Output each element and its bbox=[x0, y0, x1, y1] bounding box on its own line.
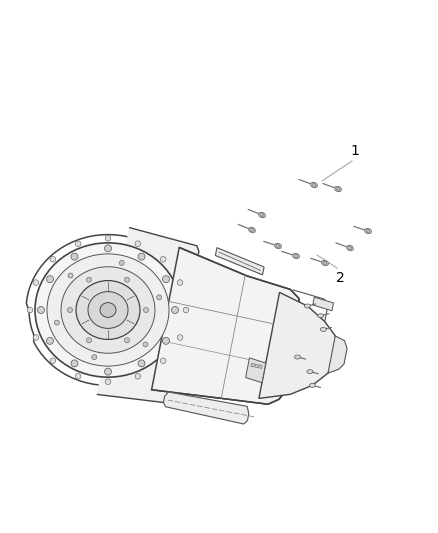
Circle shape bbox=[50, 358, 56, 364]
Polygon shape bbox=[313, 297, 333, 311]
Ellipse shape bbox=[276, 245, 280, 247]
Ellipse shape bbox=[100, 303, 116, 317]
Polygon shape bbox=[259, 365, 262, 368]
Ellipse shape bbox=[249, 228, 255, 233]
Polygon shape bbox=[251, 364, 254, 367]
Circle shape bbox=[54, 320, 59, 325]
Ellipse shape bbox=[366, 230, 370, 232]
Ellipse shape bbox=[47, 254, 169, 366]
Ellipse shape bbox=[293, 253, 300, 259]
Polygon shape bbox=[259, 293, 337, 399]
Circle shape bbox=[144, 308, 148, 312]
Circle shape bbox=[75, 241, 81, 246]
Circle shape bbox=[119, 261, 124, 265]
Ellipse shape bbox=[275, 244, 282, 248]
Circle shape bbox=[177, 335, 183, 340]
Circle shape bbox=[50, 256, 56, 262]
Circle shape bbox=[162, 276, 170, 282]
Ellipse shape bbox=[318, 314, 324, 318]
Circle shape bbox=[138, 360, 145, 367]
Circle shape bbox=[105, 236, 111, 241]
Circle shape bbox=[46, 337, 53, 344]
Ellipse shape bbox=[335, 187, 341, 192]
Text: 2: 2 bbox=[336, 271, 344, 285]
Ellipse shape bbox=[304, 304, 311, 308]
Circle shape bbox=[105, 379, 111, 385]
Circle shape bbox=[157, 295, 162, 300]
Circle shape bbox=[172, 306, 179, 313]
Circle shape bbox=[71, 360, 78, 367]
Polygon shape bbox=[97, 228, 199, 403]
Ellipse shape bbox=[336, 188, 340, 190]
Circle shape bbox=[71, 253, 78, 260]
Circle shape bbox=[86, 338, 92, 343]
Circle shape bbox=[38, 306, 45, 313]
Circle shape bbox=[92, 354, 97, 360]
Ellipse shape bbox=[61, 266, 155, 353]
Ellipse shape bbox=[311, 182, 318, 188]
Ellipse shape bbox=[88, 292, 128, 328]
Ellipse shape bbox=[312, 183, 316, 187]
Ellipse shape bbox=[321, 261, 328, 265]
Circle shape bbox=[46, 276, 53, 282]
Ellipse shape bbox=[364, 228, 371, 233]
Circle shape bbox=[68, 273, 73, 278]
Circle shape bbox=[135, 374, 141, 379]
Circle shape bbox=[75, 374, 81, 379]
Ellipse shape bbox=[294, 355, 300, 359]
Polygon shape bbox=[152, 247, 304, 404]
Circle shape bbox=[135, 241, 141, 246]
Ellipse shape bbox=[348, 247, 352, 249]
Circle shape bbox=[124, 277, 130, 282]
Ellipse shape bbox=[320, 327, 326, 332]
Circle shape bbox=[86, 277, 92, 282]
Ellipse shape bbox=[250, 229, 254, 231]
Circle shape bbox=[162, 337, 170, 344]
Circle shape bbox=[33, 335, 39, 340]
Circle shape bbox=[67, 308, 73, 312]
Polygon shape bbox=[328, 336, 347, 373]
Ellipse shape bbox=[346, 245, 353, 251]
Circle shape bbox=[27, 307, 33, 313]
Circle shape bbox=[138, 253, 145, 260]
Circle shape bbox=[177, 280, 183, 285]
Ellipse shape bbox=[76, 280, 140, 340]
Ellipse shape bbox=[309, 383, 315, 387]
Text: 1: 1 bbox=[350, 144, 360, 158]
Ellipse shape bbox=[260, 214, 264, 216]
Circle shape bbox=[183, 307, 189, 313]
Ellipse shape bbox=[35, 243, 181, 377]
Circle shape bbox=[105, 368, 112, 375]
Circle shape bbox=[124, 338, 130, 343]
Ellipse shape bbox=[294, 255, 298, 257]
Circle shape bbox=[143, 342, 148, 347]
Polygon shape bbox=[215, 248, 264, 275]
Ellipse shape bbox=[323, 262, 327, 264]
Circle shape bbox=[160, 358, 166, 364]
Ellipse shape bbox=[258, 212, 265, 217]
Polygon shape bbox=[246, 358, 266, 383]
Polygon shape bbox=[163, 392, 249, 424]
Circle shape bbox=[33, 280, 39, 285]
Ellipse shape bbox=[307, 370, 313, 374]
Polygon shape bbox=[255, 364, 258, 368]
Circle shape bbox=[105, 245, 112, 252]
Circle shape bbox=[160, 256, 166, 262]
